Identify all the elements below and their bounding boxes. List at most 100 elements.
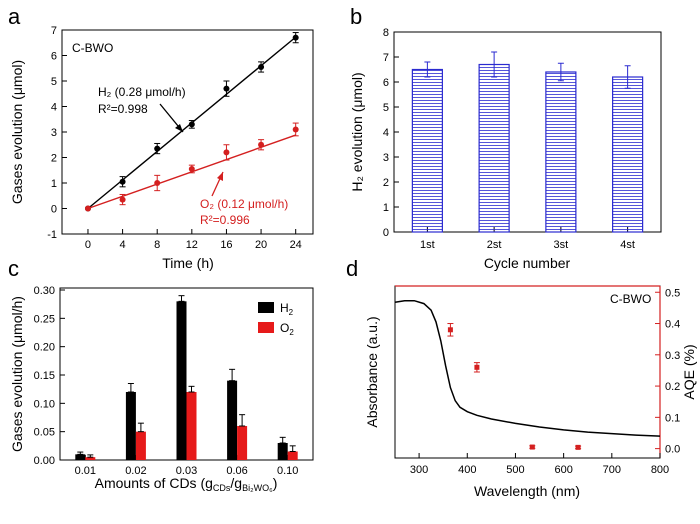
o2-rate-annotation: O₂ (0.12 μmol/h): [200, 197, 288, 211]
x-axis-label-c: Amounts of CDs (gCDs/gBi₂WO₆): [95, 475, 278, 493]
x-tick-label-a: 0: [85, 239, 91, 251]
x-tick-label-d: 600: [554, 464, 572, 476]
y-tick-label-a: 4: [51, 102, 57, 114]
y-tick-label-b: 7: [383, 52, 389, 64]
o2-point: [292, 126, 299, 133]
x-tick-label-d: 700: [603, 464, 621, 476]
y2-tick-label-d: 0.5: [665, 287, 680, 299]
o2-point: [154, 180, 161, 186]
aqe-point: [474, 364, 480, 370]
cycle-bar: [478, 63, 510, 233]
h2-point: [258, 63, 265, 70]
y-tick-label-a: 2: [51, 153, 57, 165]
plot-frame-d: [394, 285, 661, 459]
o2-bar: [186, 392, 197, 460]
panel-label-a: a: [8, 4, 21, 29]
h2-point: [119, 178, 126, 185]
o2-bar: [287, 451, 298, 460]
y-tick-label-b: 6: [383, 77, 389, 89]
y2-tick-label-d: 0.1: [665, 412, 680, 424]
x-tick-label-d: 300: [410, 464, 428, 476]
x-tick-label-c: 0.02: [125, 465, 146, 477]
x-tick-label-a: 4: [120, 239, 126, 251]
o2-r2-annotation: R²=0.996: [200, 213, 250, 227]
o2-bar: [135, 431, 146, 460]
y-axis-label-b: H₂ evolution (μmol): [349, 72, 365, 191]
panel-label-c: c: [8, 256, 19, 281]
y-tick-label-b: 4: [383, 127, 389, 139]
cycle-bar: [545, 71, 577, 233]
h2-point: [188, 121, 195, 128]
x-tick-label-a: 24: [290, 239, 302, 251]
x-tick-label-a: 8: [154, 239, 160, 251]
y-tick-label-a: 1: [51, 178, 57, 190]
panel-label-d: d: [346, 256, 358, 281]
panel-d: d C-BWO Wavelength (nm) Absorbance (a.u.…: [346, 256, 697, 499]
y-tick-label-c: 0.30: [34, 285, 55, 297]
y-tick-label-b: 1: [383, 202, 389, 214]
cycle-bar: [411, 68, 443, 233]
sample-label-a: C-BWO: [72, 41, 113, 55]
legend-swatch-h2: [258, 302, 274, 313]
y-tick-label-c: 0.00: [34, 455, 55, 467]
y-axis-label-d-left: Absorbance (a.u.): [364, 316, 380, 427]
cycle-bar: [612, 76, 644, 233]
x-tick-label-a: 16: [220, 239, 232, 251]
h2-bar: [227, 380, 238, 460]
y-tick-label-c: 0.05: [34, 427, 55, 439]
x-tick-label-b: 4st: [620, 239, 635, 251]
y-tick-label-b: 5: [383, 102, 389, 114]
panel-a: a Time (h) Gases evolution (μmol) C-BWO …: [8, 4, 314, 271]
x-axis-label-a: Time (h): [162, 255, 214, 271]
x-tick-label-c: 0.10: [277, 465, 298, 477]
x-tick-label-b: 3st: [554, 239, 569, 251]
h2-point: [154, 145, 161, 152]
x-tick-label-c: 0.03: [176, 465, 197, 477]
y-tick-label-c: 0.20: [34, 342, 55, 354]
x-axis-label-d: Wavelength (nm): [474, 483, 580, 499]
o2-point: [119, 196, 126, 203]
o2-arrow-head: [217, 172, 223, 181]
x-tick-label-b: 2st: [487, 239, 502, 251]
y-tick-label-b: 3: [383, 152, 389, 164]
y-tick-label-a: -1: [47, 229, 57, 241]
y2-tick-label-d: 0.3: [665, 350, 680, 362]
y-tick-label-b: 2: [383, 177, 389, 189]
o2-point: [223, 149, 230, 156]
h2-rate-annotation: H₂ (0.28 μmol/h): [98, 85, 186, 99]
legend-label-h2: H2: [280, 301, 294, 317]
h2-point: [292, 34, 299, 41]
x-tick-label-b: 1st: [420, 239, 435, 251]
o2-bar: [85, 457, 96, 460]
panel-c: c Gases evolution (μmol/h) Amounts of CD…: [8, 256, 314, 493]
aqe-point: [529, 444, 535, 450]
y2-tick-label-d: 0.4: [665, 319, 680, 331]
y-tick-label-a: 7: [51, 25, 57, 37]
h2-point: [223, 85, 230, 92]
y2-tick-label-d: 0.2: [665, 381, 680, 393]
legend-swatch-o2: [258, 322, 274, 333]
panel-b: b Cycle number H₂ evolution (μmol) 0 1 2 3 4…: [349, 4, 662, 271]
legend-label-o2: O2: [280, 321, 294, 337]
y-tick-label-c: 0.10: [34, 398, 55, 410]
o2-point: [84, 205, 91, 212]
o2-point: [258, 141, 265, 148]
sample-label-d: C-BWO: [610, 292, 651, 306]
y-axis-label-a: Gases evolution (μmol): [9, 60, 25, 204]
h2-r2-annotation: R²=0.998: [98, 102, 148, 116]
y-axis-label-c: Gases evolution (μmol/h): [9, 296, 25, 452]
h2-bar: [176, 301, 187, 460]
x-axis-label-b: Cycle number: [484, 255, 571, 271]
x-tick-label-a: 20: [255, 239, 267, 251]
aqe-point: [447, 327, 453, 333]
y2-tick-label-d: 0.0: [665, 444, 680, 456]
absorbance-curve: [394, 299, 661, 437]
panel-label-b: b: [350, 4, 362, 29]
y-axis-label-d-right: AQE (%): [681, 344, 697, 399]
o2-bar: [237, 426, 248, 460]
x-tick-label-c: 0.06: [226, 465, 247, 477]
aqe-point: [575, 444, 581, 450]
h2-arrow-head: [175, 124, 183, 132]
y-tick-label-a: 0: [51, 204, 57, 216]
